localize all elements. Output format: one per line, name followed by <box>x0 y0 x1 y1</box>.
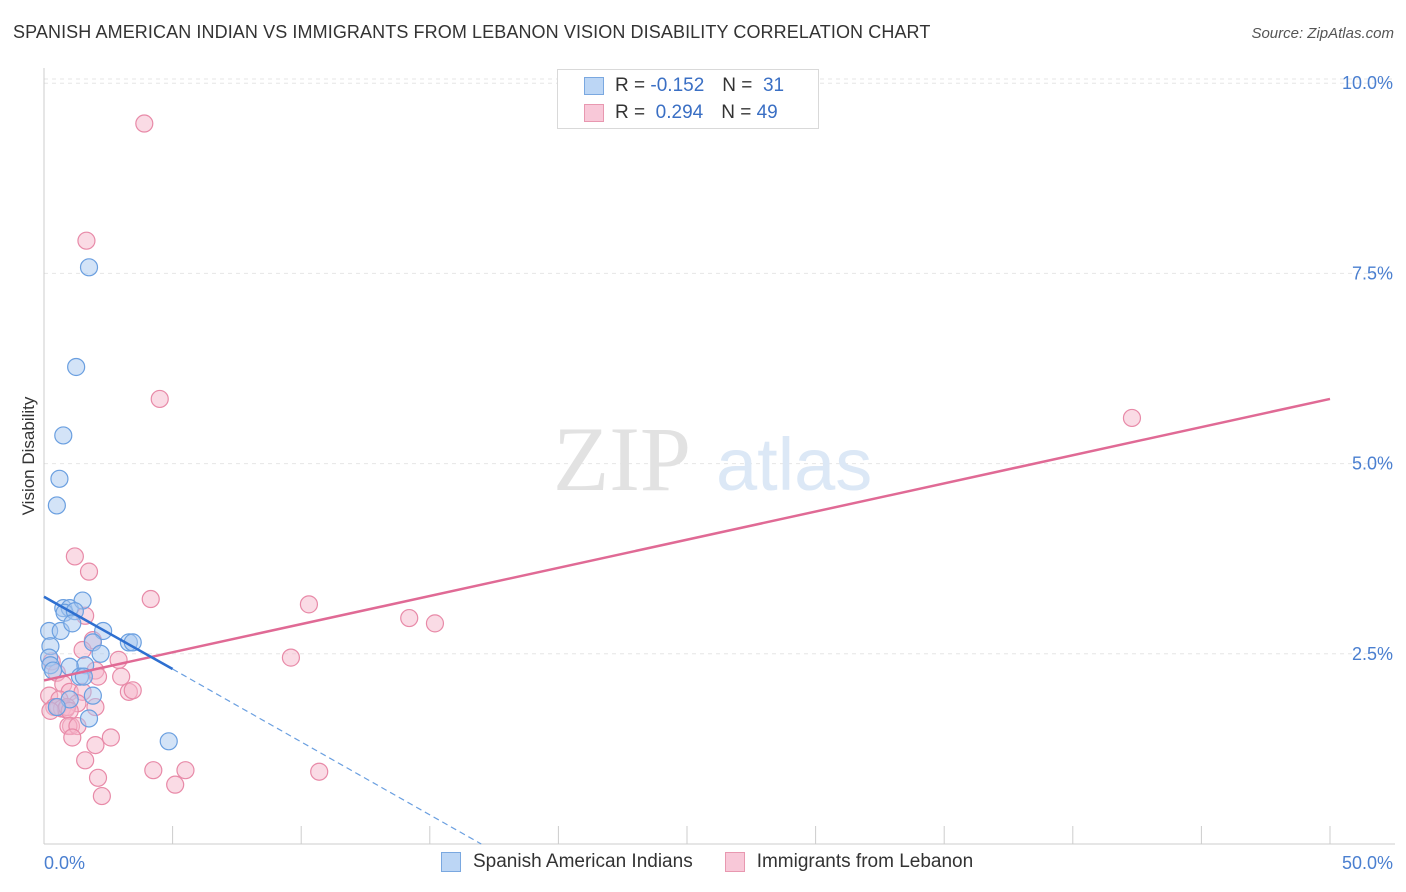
point-spanish-american-indians <box>54 426 73 445</box>
legend-n-value: 31 <box>762 75 785 96</box>
point-immigrants-from-lebanon <box>92 786 111 806</box>
point-spanish-american-indians <box>79 258 99 277</box>
point-immigrants-from-lebanon <box>176 761 195 780</box>
point-spanish-american-indians <box>83 686 102 705</box>
legend-r-value: -0.152 <box>650 75 705 96</box>
point-immigrants-from-lebanon <box>112 667 131 686</box>
chart-title: SPANISH AMERICAN INDIAN VS IMMIGRANTS FR… <box>13 22 931 42</box>
point-spanish-american-indians <box>47 496 66 515</box>
point-immigrants-from-lebanon <box>77 231 96 250</box>
legend-r-value: 0.294 <box>655 102 704 123</box>
point-immigrants-from-lebanon <box>76 751 95 770</box>
point-immigrants-from-lebanon <box>144 761 163 780</box>
point-spanish-american-indians <box>67 357 86 377</box>
legend-n-label: N = <box>722 75 753 96</box>
point-immigrants-from-lebanon <box>281 648 301 667</box>
source-credit: Source: ZipAtlas.com <box>1251 25 1394 42</box>
point-spanish-american-indians <box>79 709 99 728</box>
legend-item-spanish-american-indians: Spanish American Indians <box>441 851 693 873</box>
point-immigrants-from-lebanon <box>86 735 105 755</box>
point-immigrants-from-lebanon <box>400 608 419 628</box>
series-legend: Spanish American Indians Immigrants from… <box>441 851 1005 873</box>
tick-labels: 2.5% 5.0% 7.5% 10.0% 0.0% 50.0% <box>44 73 1393 873</box>
point-immigrants-from-lebanon <box>141 589 160 609</box>
point-spanish-american-indians <box>47 697 66 717</box>
y-tick-label: 10.0% <box>1342 73 1393 93</box>
legend-swatch-blue <box>441 852 461 872</box>
x-tick-label: 0.0% <box>44 853 85 873</box>
data-points <box>40 114 1142 806</box>
point-immigrants-from-lebanon <box>123 681 142 700</box>
legend-n-value: 49 <box>756 102 778 123</box>
y-tick-label: 2.5% <box>1352 644 1393 664</box>
point-immigrants-from-lebanon <box>88 768 108 787</box>
legend-n-label: N = <box>721 102 752 123</box>
point-immigrants-from-lebanon <box>425 614 445 633</box>
point-immigrants-from-lebanon <box>310 762 329 781</box>
point-spanish-american-indians <box>63 614 82 633</box>
legend-row-spanish-american-indians: R = -0.152 N = 31 <box>584 73 784 99</box>
trend-line-extension-spanish-american-indians <box>172 668 482 845</box>
y-tick-label: 5.0% <box>1352 454 1393 474</box>
legend-swatch-pink <box>584 104 604 122</box>
point-immigrants-from-lebanon <box>299 595 319 614</box>
y-tick-label: 7.5% <box>1352 263 1393 283</box>
watermark-atlas: atlas <box>716 423 872 506</box>
legend-label: Immigrants from Lebanon <box>756 851 974 872</box>
point-immigrants-from-lebanon <box>79 562 99 581</box>
point-immigrants-from-lebanon <box>1122 408 1142 428</box>
point-spanish-american-indians <box>91 644 110 663</box>
trend-line-spanish-american-indians <box>43 595 174 671</box>
point-immigrants-from-lebanon <box>65 547 84 566</box>
legend-item-immigrants-from-lebanon: Immigrants from Lebanon <box>724 851 974 873</box>
trend-line-immigrants-from-lebanon <box>43 397 1331 682</box>
trend-lines <box>43 397 1331 845</box>
x-tick-label: 50.0% <box>1342 853 1393 873</box>
grid-lines <box>44 78 1395 655</box>
watermark: ZIP atlas <box>553 408 872 510</box>
point-immigrants-from-lebanon <box>135 114 154 133</box>
y-axis-label: Vision Disability <box>19 396 38 515</box>
legend-label: Spanish American Indians <box>473 851 693 872</box>
point-immigrants-from-lebanon <box>166 775 185 794</box>
legend-swatch-pink <box>724 852 745 872</box>
legend-row-immigrants-from-lebanon: R = 0.294 N = 49 <box>584 100 778 126</box>
point-immigrants-from-lebanon <box>150 389 169 409</box>
point-immigrants-from-lebanon <box>101 728 120 747</box>
watermark-zip: ZIP <box>553 408 691 510</box>
stats-legend: R = -0.152 N = 31 R = 0.294 N = 49 <box>557 69 819 129</box>
point-immigrants-from-lebanon <box>63 728 82 747</box>
legend-swatch-blue <box>584 77 604 95</box>
point-spanish-american-indians <box>50 469 69 488</box>
point-spanish-american-indians <box>159 732 178 751</box>
legend-r-label: R = <box>615 75 646 96</box>
legend-r-label: R = <box>615 102 646 123</box>
axes <box>43 68 1395 845</box>
